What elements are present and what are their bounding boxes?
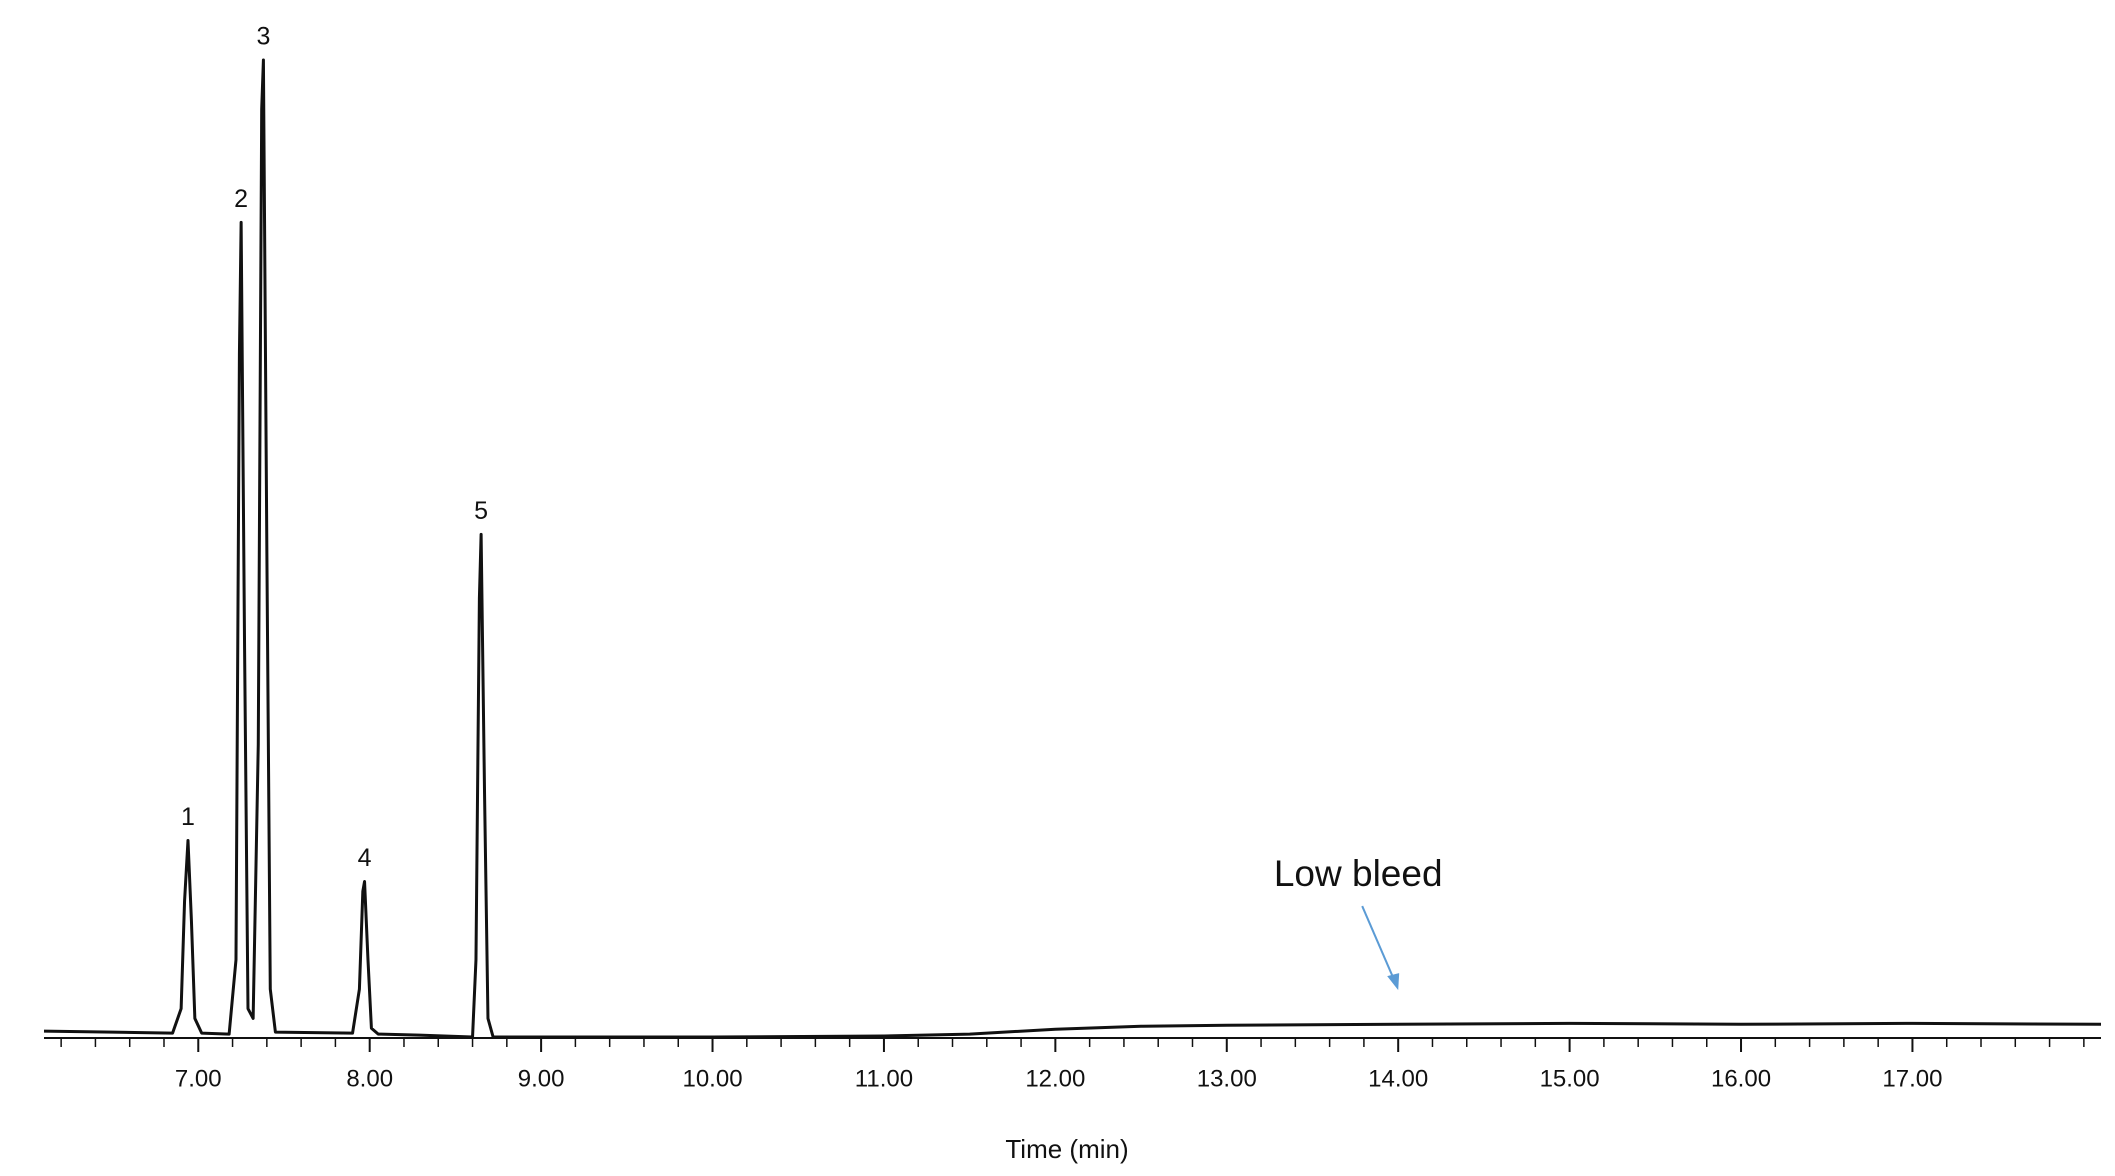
x-tick-label: 17.00 <box>1882 1065 1942 1092</box>
x-tick-label: 14.00 <box>1368 1065 1428 1092</box>
annotation-arrow <box>1361 905 1396 981</box>
trace <box>43 58 2102 1039</box>
x-tick-label: 15.00 <box>1540 1065 1600 1092</box>
peak-label: 3 <box>256 23 270 51</box>
x-tick-label: 11.00 <box>855 1065 913 1092</box>
x-tick-label: 9.00 <box>518 1065 565 1092</box>
peak-label: 1 <box>181 803 195 831</box>
x-axis-label: Time (min) <box>1005 1134 1128 1164</box>
x-tick-label: 7.00 <box>175 1065 222 1092</box>
peak-label: 5 <box>474 497 488 525</box>
x-tick-label: 16.00 <box>1711 1065 1771 1092</box>
x-tick-label: 10.00 <box>682 1065 742 1092</box>
annotation-text: Low bleed <box>1274 853 1443 894</box>
peak-label: 4 <box>358 844 372 872</box>
x-tick-label: 12.00 <box>1025 1065 1085 1092</box>
peak-label: 2 <box>234 185 248 213</box>
x-tick-label: 13.00 <box>1197 1065 1257 1092</box>
x-tick-label: 8.00 <box>346 1065 393 1092</box>
annotation-arrowhead <box>1387 973 1400 991</box>
